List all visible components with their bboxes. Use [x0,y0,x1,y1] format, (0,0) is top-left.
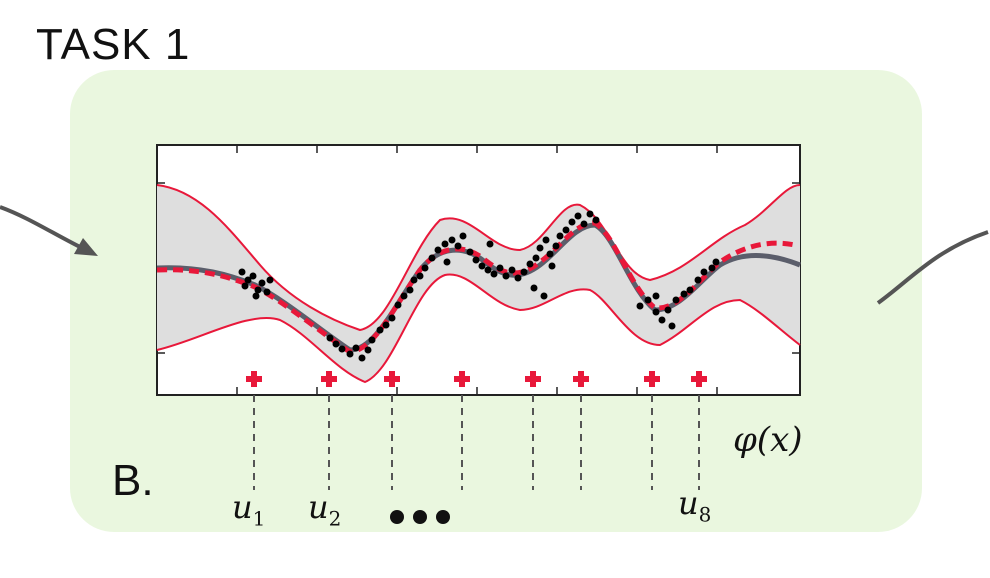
observations [238,210,720,362]
inducing-label-u8: u8 [678,484,712,527]
ellipsis-dots [390,510,450,524]
predicted-mean [156,220,796,355]
inducing-markers [246,371,707,387]
inducing-marker-4 [454,371,470,387]
task-title: TASK 1 [36,20,191,69]
lower-bound [156,273,801,384]
inducing-marker-5 [525,371,541,387]
upper-bound [156,184,801,332]
inducing-label-u1: u1 [232,488,266,531]
axis-label: φ(x) [733,420,803,460]
inducing-marker-2 [321,371,337,387]
panel-label: B. [112,456,154,505]
inducing-marker-1 [246,371,262,387]
inducing-marker-6 [573,371,589,387]
uncertainty-band [157,185,800,382]
inducing-droplines [253,395,700,490]
inducing-marker-8 [691,371,707,387]
inducing-marker-7 [644,371,660,387]
inducing-label-u2: u2 [308,488,342,531]
inducing-marker-3 [384,371,400,387]
